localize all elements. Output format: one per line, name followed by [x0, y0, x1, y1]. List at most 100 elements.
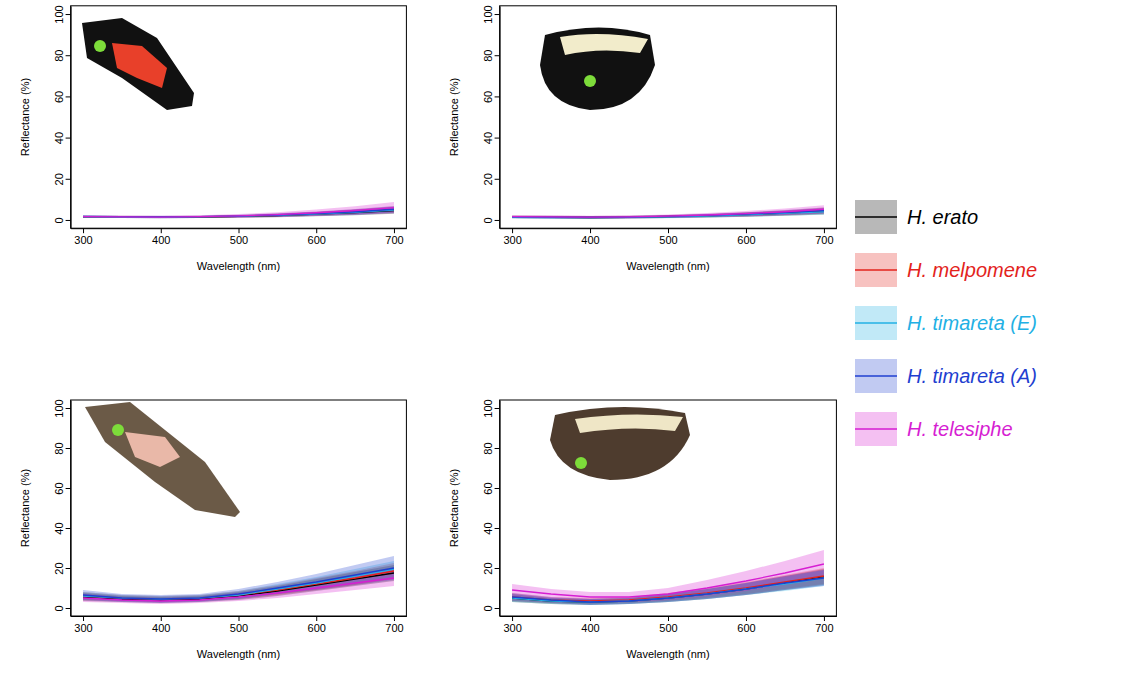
x-tick: 300	[74, 616, 92, 634]
x-tick: 300	[503, 616, 521, 634]
y-tick-label: 0	[53, 217, 65, 223]
x-tick-mark	[512, 228, 513, 233]
line	[512, 577, 824, 602]
y-tick-mark	[66, 448, 71, 449]
y-axis-title: Reflectance (%)	[448, 469, 460, 547]
plot-marks	[83, 202, 394, 218]
y-axis-title: Reflectance (%)	[19, 469, 31, 547]
wing-icon	[540, 28, 655, 111]
wing-shape	[540, 28, 655, 111]
plot-marks	[512, 205, 824, 219]
legend-label: H. timareta (E)	[907, 312, 1037, 334]
y-tick-label: 20	[53, 173, 65, 185]
plot-marks	[512, 550, 824, 605]
legend: H. eratoH. melpomeneH. timareta (E)H. ti…	[855, 200, 1037, 446]
band	[83, 556, 394, 603]
y-tick: 100	[53, 5, 71, 23]
sample-spot	[575, 457, 587, 469]
y-tick-mark	[495, 96, 500, 97]
y-axis: 0 20 40 60 80 100	[53, 5, 72, 228]
y-axis: 020406080100	[53, 399, 72, 616]
x-tick-label: 400	[152, 622, 170, 634]
x-tick-mark	[746, 616, 747, 621]
legend-line	[855, 375, 897, 376]
x-tick-label: 600	[308, 234, 326, 246]
legend-swatch	[855, 412, 897, 446]
y-tick-mark	[495, 448, 500, 449]
wing-shape	[82, 18, 194, 110]
wing-icon	[82, 18, 194, 110]
x-tick: 400	[581, 228, 599, 246]
x-axis-title: Wavelength (nm)	[626, 260, 709, 272]
y-tick-label: 80	[53, 442, 65, 454]
panel: 300400500600700020406080100Wavelength (n…	[19, 5, 407, 272]
x-tick: 400	[152, 228, 170, 246]
y-tick: 0	[53, 605, 71, 611]
x-tick-mark	[824, 228, 825, 233]
panel: 300400500600700020406080100Wavelength (n…	[448, 5, 837, 272]
x-tick: 600	[308, 616, 326, 634]
y-tick-mark	[66, 96, 71, 97]
y-tick-label: 80	[53, 50, 65, 62]
wing-patch	[560, 34, 648, 55]
y-tick-label: 100	[482, 5, 494, 23]
x-tick-label: 400	[581, 234, 599, 246]
plot-frame	[500, 400, 837, 616]
y-tick-mark	[495, 14, 500, 15]
panel: 300400500600700020406080100Wavelength (n…	[19, 399, 407, 660]
wing-patch	[125, 432, 180, 467]
wing-shape	[85, 402, 240, 517]
y-tick: 100	[482, 399, 500, 417]
wing-shape	[550, 407, 690, 480]
wing-icon	[550, 407, 690, 480]
y-tick-label: 60	[53, 91, 65, 103]
y-tick-mark	[495, 138, 500, 139]
y-tick-label: 40	[53, 132, 65, 144]
sample-spot	[112, 424, 124, 436]
x-axis: 300400500600700	[500, 616, 837, 634]
y-tick: 20	[482, 562, 500, 574]
x-tick-label: 700	[815, 622, 833, 634]
line	[83, 578, 394, 601]
line	[512, 578, 824, 602]
x-tick: 700	[815, 616, 833, 634]
line	[512, 564, 824, 597]
line	[512, 576, 824, 601]
x-tick-mark	[824, 616, 825, 621]
x-tick-label: 400	[152, 234, 170, 246]
y-tick: 40	[53, 522, 71, 534]
y-tick: 60	[53, 482, 71, 494]
x-tick-label: 600	[308, 622, 326, 634]
y-tick-label: 40	[482, 522, 494, 534]
y-axis-line	[71, 6, 72, 228]
plot-frame	[71, 400, 407, 616]
wing-patch	[575, 414, 683, 433]
band	[83, 202, 394, 218]
wing-icon	[85, 402, 240, 517]
y-tick-label: 20	[482, 562, 494, 574]
y-axis-title: Reflectance (%)	[448, 78, 460, 156]
x-tick-label: 300	[503, 622, 521, 634]
x-axis-title: Wavelength (nm)	[197, 260, 280, 272]
x-tick-label: 600	[737, 234, 755, 246]
legend-swatch	[855, 200, 897, 234]
x-tick-mark	[668, 616, 669, 621]
x-tick-mark	[512, 616, 513, 621]
panel: 300400500600700020406080100Wavelength (n…	[448, 399, 837, 660]
x-tick-label: 700	[385, 622, 403, 634]
y-tick-mark	[495, 408, 500, 409]
x-tick-mark	[590, 228, 591, 233]
legend-label: H. timareta (A)	[907, 365, 1037, 387]
x-tick-label: 500	[230, 234, 248, 246]
x-tick-mark	[316, 228, 317, 233]
y-tick: 0	[53, 217, 71, 223]
x-tick-mark	[746, 228, 747, 233]
y-tick: 60	[482, 482, 500, 494]
sample-spot	[94, 40, 106, 52]
x-tick-mark	[590, 616, 591, 621]
x-tick: 300	[74, 228, 92, 246]
y-tick-label: 100	[53, 399, 65, 417]
y-tick-label: 60	[53, 482, 65, 494]
x-tick: 600	[308, 228, 326, 246]
legend-swatch	[855, 253, 897, 287]
